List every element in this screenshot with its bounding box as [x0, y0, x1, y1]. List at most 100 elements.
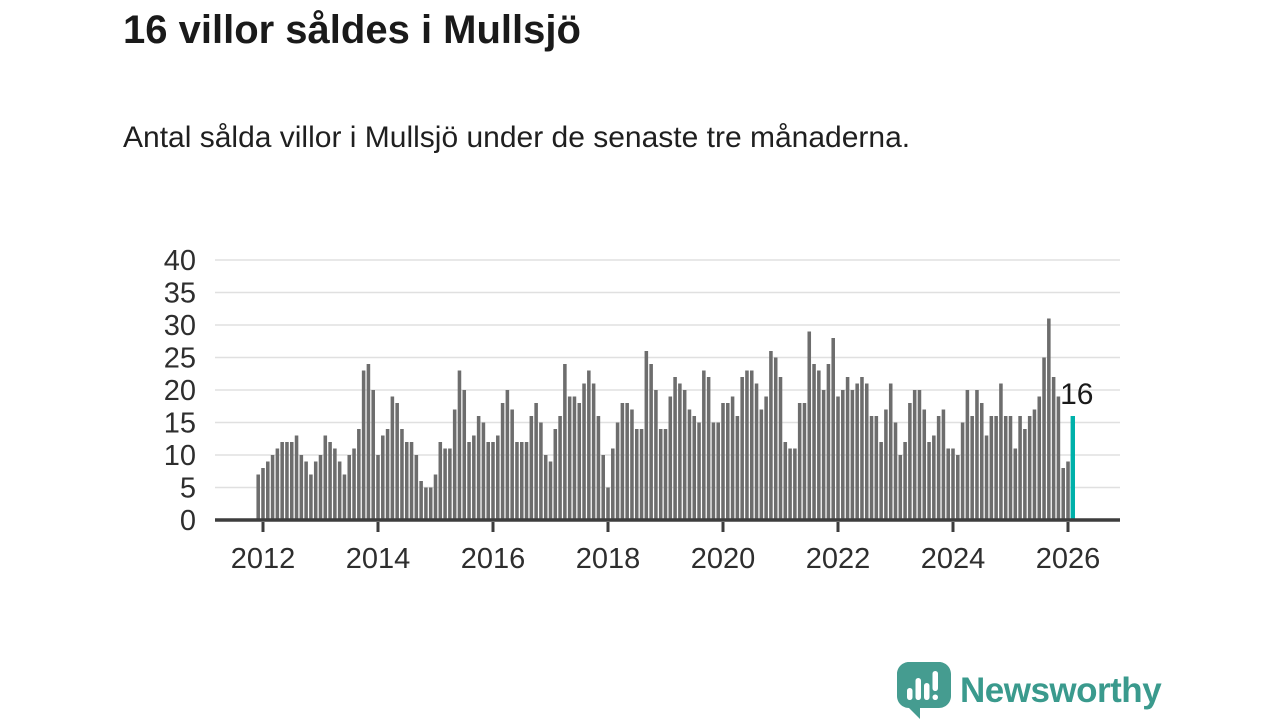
bar	[476, 416, 481, 520]
bar	[328, 442, 332, 520]
y-axis-tick-label: 20	[164, 375, 196, 407]
y-axis-tick-label: 35	[164, 278, 196, 310]
bar	[706, 377, 711, 520]
bar	[424, 487, 428, 520]
bar	[256, 474, 260, 520]
bar	[1066, 461, 1070, 520]
bar	[1061, 468, 1065, 520]
bar	[366, 364, 371, 520]
bar	[797, 403, 802, 520]
bar	[548, 461, 553, 520]
bar	[888, 383, 893, 520]
bar	[500, 403, 505, 520]
bar	[1027, 416, 1032, 520]
bar	[884, 409, 888, 520]
bar	[778, 377, 783, 520]
bar	[917, 390, 922, 520]
bar	[845, 377, 850, 520]
bar	[615, 422, 620, 520]
y-axis-tick-label: 15	[164, 408, 196, 440]
bar	[601, 455, 605, 520]
bar	[1037, 396, 1042, 520]
bar	[582, 383, 586, 520]
bar	[1003, 416, 1008, 520]
bar	[606, 487, 610, 520]
logo-bar-small	[907, 688, 913, 700]
bar	[534, 403, 538, 520]
bar	[869, 416, 874, 520]
bar	[519, 442, 524, 520]
bar	[472, 435, 476, 520]
bar	[788, 448, 792, 520]
bar	[682, 390, 687, 520]
bar	[639, 429, 644, 520]
bar	[414, 455, 419, 520]
bar	[275, 448, 280, 520]
bar	[932, 435, 936, 520]
bar	[630, 409, 634, 520]
bar	[769, 351, 773, 520]
bar	[419, 481, 423, 520]
y-axis-tick-label: 25	[164, 343, 196, 375]
bar	[903, 442, 907, 520]
bar	[620, 403, 625, 520]
bar	[754, 383, 759, 520]
bar	[807, 331, 812, 520]
bar	[337, 461, 342, 520]
bar	[462, 390, 467, 520]
bar	[764, 396, 768, 520]
logo-exclamation-dot	[932, 694, 938, 700]
bar	[553, 429, 558, 520]
x-axis-tick-label: 2020	[691, 543, 756, 575]
bar	[515, 442, 519, 520]
bar	[864, 383, 869, 520]
bar	[261, 468, 265, 520]
bar	[404, 442, 409, 520]
bar	[357, 429, 361, 520]
bar	[874, 416, 879, 520]
bar	[438, 442, 443, 520]
bar	[989, 416, 994, 520]
bar	[395, 403, 399, 520]
bar	[611, 448, 615, 520]
bar	[1056, 396, 1061, 520]
y-axis-tick-label: 0	[180, 505, 196, 537]
bar	[342, 474, 347, 520]
bar	[428, 487, 433, 520]
bar	[960, 422, 965, 520]
bar	[309, 474, 313, 520]
bar	[505, 390, 510, 520]
bar	[946, 448, 950, 520]
x-axis-tick-label: 2022	[806, 543, 871, 575]
bar	[658, 429, 663, 520]
bar	[1047, 318, 1051, 520]
bar	[577, 403, 582, 520]
bar	[313, 461, 318, 520]
bar	[596, 416, 601, 520]
bar	[289, 442, 294, 520]
bar	[572, 396, 577, 520]
bar	[634, 429, 639, 520]
bar	[817, 370, 821, 520]
bar	[855, 383, 859, 520]
bar	[299, 455, 304, 520]
bar	[457, 370, 462, 520]
bar	[730, 396, 735, 520]
bar	[802, 403, 807, 520]
x-axis-tick-label: 2026	[1036, 543, 1101, 575]
bar	[280, 442, 284, 520]
bar	[347, 455, 352, 520]
latest-value-label: 16	[1060, 378, 1093, 411]
y-axis-tick-label: 10	[164, 440, 196, 472]
page-title: 16 villor såldes i Mullsjö	[123, 8, 581, 52]
bar	[587, 370, 591, 520]
bar	[740, 377, 744, 520]
bar	[352, 448, 356, 520]
brand-wordmark: Newsworthy	[960, 671, 1162, 710]
bar	[826, 364, 831, 520]
bar	[759, 409, 764, 520]
bar	[270, 455, 275, 520]
bar	[1051, 377, 1056, 520]
logo-bar-tall	[915, 678, 921, 700]
bar	[1013, 448, 1018, 520]
